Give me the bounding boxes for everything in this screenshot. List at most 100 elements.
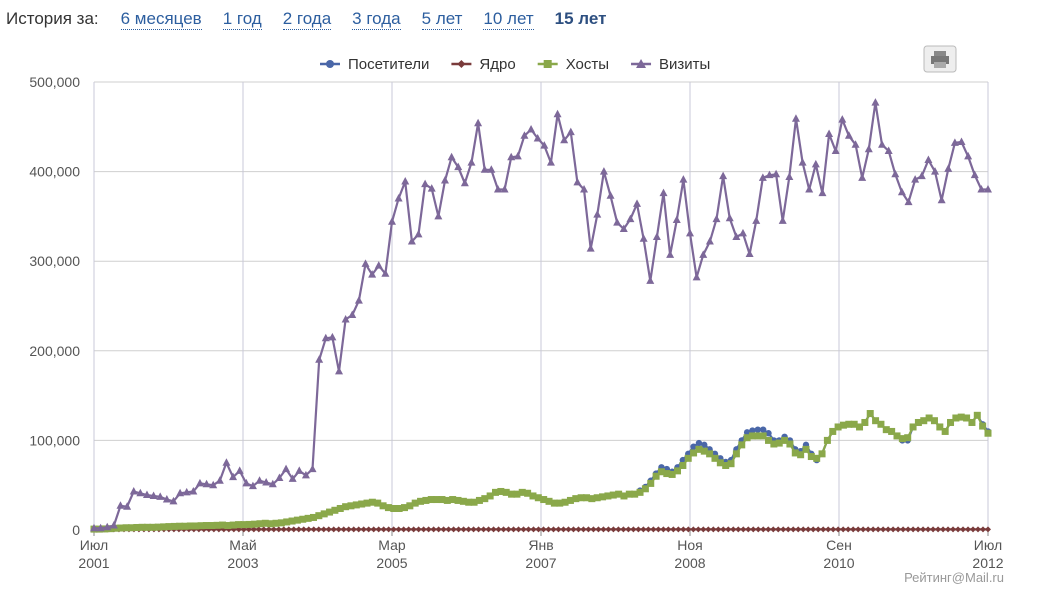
history-period-bar: История за: 6 месяцев 1 год 2 года 3 год…: [6, 6, 627, 32]
data-point-Визиты: [129, 486, 138, 495]
data-point-Хосты: [882, 426, 890, 434]
data-point-Хосты: [674, 467, 682, 475]
data-point-Хосты: [625, 490, 633, 498]
data-point-Хосты: [770, 440, 778, 448]
legend-label-Хосты[interactable]: Хосты: [566, 56, 609, 73]
data-point-Визиты: [772, 169, 781, 178]
data-point-Хосты: [711, 454, 719, 462]
data-point-Хосты: [797, 451, 805, 459]
data-point-Хосты: [352, 501, 360, 509]
data-point-Визиты: [381, 269, 390, 277]
data-point-Визиты: [864, 144, 873, 153]
data-point-Визиты: [90, 523, 98, 532]
data-point-Ядро: [560, 526, 567, 533]
data-point-Визиты: [454, 162, 463, 171]
data-point-Хосты: [149, 523, 157, 531]
data-point-Хосты: [320, 510, 328, 518]
data-point-Хосты: [823, 436, 831, 444]
data-point-Визиты: [142, 490, 151, 499]
data-point-Хосты: [545, 497, 553, 505]
x-tick-label-month: Ноя: [677, 537, 702, 553]
data-point-Ядро: [585, 526, 592, 533]
data-point-Ядро: [420, 526, 427, 533]
data-point-Визиты: [917, 171, 926, 180]
data-point-Хосты: [609, 491, 617, 499]
period-link-5-years[interactable]: 5 лет: [421, 8, 463, 30]
legend-marker-Визиты[interactable]: [636, 59, 647, 68]
data-point-Хосты: [561, 498, 569, 506]
legend-label-Визиты[interactable]: Визиты: [659, 56, 710, 73]
data-point-Ядро: [885, 526, 892, 533]
data-point-Визиты: [520, 131, 529, 139]
period-link-1-year[interactable]: 1 год: [222, 8, 262, 30]
legend-label-Ядро[interactable]: Ядро: [479, 56, 515, 73]
data-point-Посетители: [765, 430, 772, 437]
data-point-Хосты: [422, 496, 430, 504]
x-tick-label-year: 2001: [78, 555, 109, 571]
period-link-10-years[interactable]: 10 лет: [483, 8, 534, 30]
period-link-3-years[interactable]: 3 года: [352, 8, 401, 30]
data-point-Визиты: [599, 167, 608, 175]
data-point-Хосты: [497, 487, 505, 495]
data-point-Ядро: [310, 526, 317, 533]
period-link-6-months[interactable]: 6 месяцев: [120, 8, 202, 30]
data-point-Хосты: [839, 421, 847, 429]
data-point-Визиты: [480, 165, 489, 173]
data-point-Визиты: [745, 249, 754, 258]
data-point-Визиты: [315, 355, 324, 363]
data-point-Визиты: [229, 472, 238, 481]
data-point-Визиты: [156, 492, 165, 500]
data-point-Ядро: [540, 526, 547, 533]
data-point-Хосты: [952, 414, 960, 422]
data-point-Хосты: [406, 502, 414, 510]
data-point-Визиты: [507, 152, 516, 161]
data-point-Хосты: [229, 521, 237, 529]
data-point-Хосты: [481, 495, 489, 503]
data-point-Визиты: [553, 109, 562, 118]
data-point-Хосты: [117, 524, 125, 532]
data-point-Визиты: [388, 217, 396, 225]
data-point-Ядро: [520, 526, 527, 533]
data-point-Хосты: [663, 470, 671, 478]
data-point-Визиты: [897, 187, 906, 196]
data-point-Визиты: [672, 215, 681, 223]
data-point-Хосты: [861, 418, 869, 426]
data-point-Ядро: [545, 526, 552, 533]
data-point-Ядро: [705, 526, 712, 533]
data-point-Ядро: [505, 526, 512, 533]
data-point-Визиты: [652, 232, 661, 241]
data-point-Хосты: [631, 490, 639, 498]
data-point-Ядро: [840, 526, 847, 533]
data-point-Ядро: [720, 526, 727, 533]
data-point-Визиты: [487, 165, 496, 173]
legend-marker-Ядро[interactable]: [457, 60, 466, 68]
period-link-15-years[interactable]: 15 лет: [554, 9, 607, 28]
x-tick-label-year: 2012: [972, 555, 1003, 571]
data-point-Ядро: [510, 526, 517, 533]
data-point-Ядро: [335, 526, 342, 533]
legend-marker-Посетители[interactable]: [326, 60, 334, 68]
data-point-Ядро: [365, 526, 372, 533]
data-point-Хосты: [283, 518, 291, 526]
data-point-Ядро: [530, 526, 537, 533]
data-point-Ядро: [450, 526, 457, 533]
data-point-Визиты: [606, 191, 615, 199]
data-point-Хосты: [599, 493, 607, 501]
data-point-Ядро: [260, 526, 267, 533]
data-point-Визиты: [977, 185, 986, 193]
data-point-Ядро: [700, 526, 707, 533]
data-point-Визиты: [308, 464, 317, 473]
data-point-Ядро: [810, 526, 817, 533]
data-point-Визиты: [964, 151, 973, 160]
data-point-Ядро: [875, 526, 882, 533]
data-point-Визиты: [844, 131, 853, 139]
legend-label-Посетители[interactable]: Посетители: [348, 56, 429, 73]
data-point-Хосты: [384, 504, 392, 512]
data-point-Хосты: [272, 519, 280, 527]
data-point-Хосты: [331, 506, 339, 514]
data-point-Ядро: [950, 526, 957, 533]
legend-marker-Хосты[interactable]: [543, 60, 552, 68]
period-link-2-years[interactable]: 2 года: [282, 8, 332, 30]
data-point-Хосты: [342, 503, 350, 511]
data-point-Ядро: [830, 526, 837, 533]
